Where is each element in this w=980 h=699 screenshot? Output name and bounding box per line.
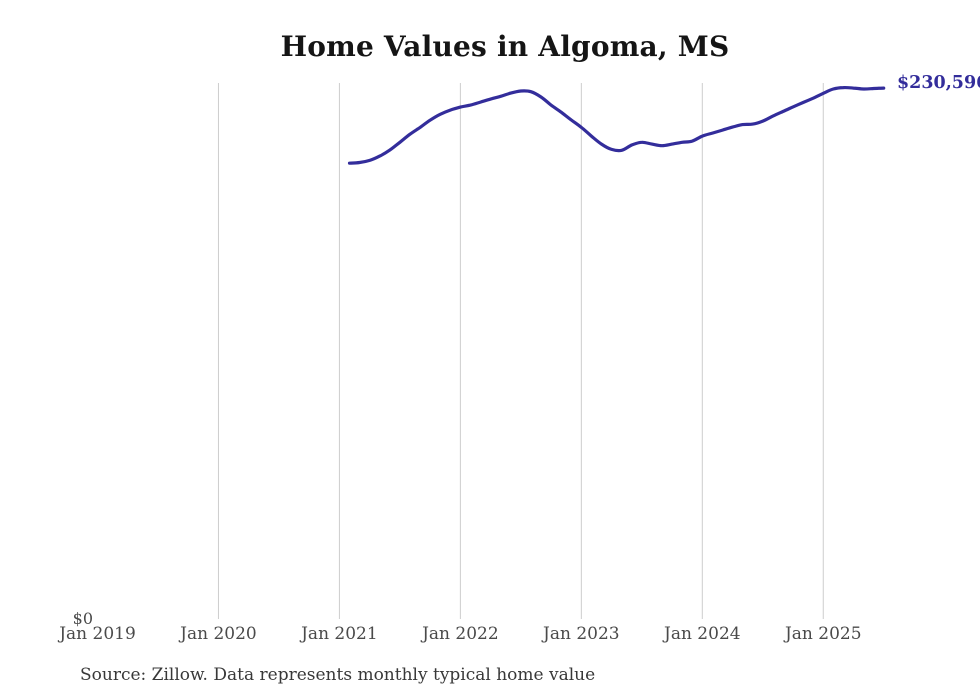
gridlines [217, 83, 824, 619]
source-note: Source: Zillow. Data represents monthly … [80, 665, 596, 685]
x-axis-label: Jan 2019 [59, 624, 136, 644]
x-axis-label: Jan 2022 [422, 624, 499, 644]
latest-value-label: $230,596 [897, 73, 980, 93]
x-axis-label: Jan 2020 [180, 624, 257, 644]
chart-title: Home Values in Algoma, MS [280, 30, 730, 63]
x-axis-label: Jan 2023 [543, 624, 620, 644]
x-axis-label: Jan 2021 [301, 624, 378, 644]
x-axis-label: Jan 2024 [664, 624, 741, 644]
x-axis-label: Jan 2025 [784, 624, 862, 644]
home-value-line [347, 85, 886, 165]
y-axis-zero-label: $0 [72, 609, 93, 628]
